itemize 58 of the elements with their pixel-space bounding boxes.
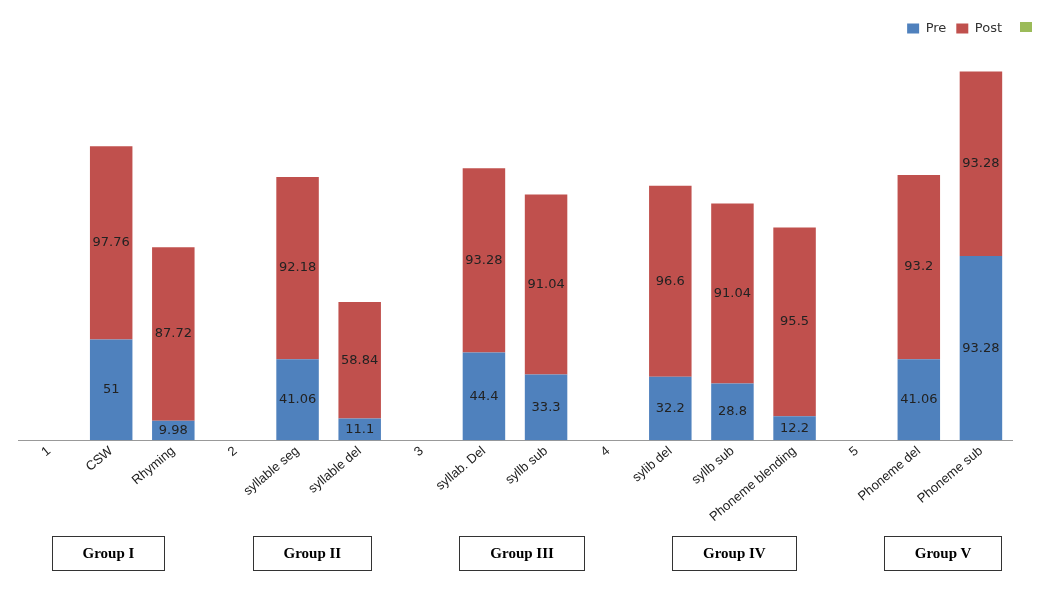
data-label: 9.98	[158, 421, 188, 437]
data-label: 93.28	[962, 155, 1000, 171]
data-label: 91.04	[527, 275, 565, 291]
bar	[649, 376, 692, 441]
bar	[897, 174, 941, 360]
text: Group IV	[672, 536, 797, 571]
x-tick-label: syllb sub	[501, 442, 551, 487]
data-label: 93.2	[904, 258, 934, 274]
data-label: 96.6	[655, 272, 685, 288]
bar	[338, 302, 381, 419]
text: Group V	[883, 536, 1003, 571]
data-label: 33.3	[531, 398, 561, 414]
text: Group I	[51, 536, 166, 571]
data-label: 41.06	[900, 391, 938, 407]
x-tick-label: 3	[410, 442, 427, 460]
bar	[897, 359, 941, 441]
bar	[711, 203, 754, 384]
data-label: 32.2	[655, 399, 685, 415]
bar	[462, 168, 506, 353]
bar	[773, 227, 816, 417]
bar	[89, 339, 133, 441]
data-label: 92.18	[278, 259, 317, 275]
data-label: 41.06	[278, 391, 317, 407]
data-label: 95.5	[780, 313, 810, 329]
x-tick-label: syllb sub	[688, 442, 737, 487]
bar	[524, 194, 568, 375]
bar	[338, 418, 381, 441]
bar	[649, 185, 692, 377]
data-label: 51	[102, 381, 120, 397]
data-label: 11.1	[345, 420, 375, 436]
data-label: 93.28	[465, 251, 503, 267]
bar	[276, 176, 319, 360]
data-label: 58.84	[341, 351, 379, 367]
bar	[711, 383, 754, 441]
legend-label: Post	[974, 19, 1002, 35]
text: Group II	[252, 536, 373, 571]
data-label: 12.2	[780, 419, 810, 435]
bar	[959, 71, 1003, 256]
legend-label: Pre	[925, 19, 947, 35]
data-label: 87.72	[154, 325, 192, 341]
text: Group III	[459, 536, 585, 571]
data-label: 28.8	[717, 403, 747, 419]
x-tick-label: 5	[845, 442, 861, 460]
x-tick-label: 2	[224, 442, 240, 460]
bar	[152, 247, 195, 421]
x-tick-label: 4	[597, 442, 613, 460]
data-label: 91.04	[713, 284, 752, 300]
bar	[524, 374, 568, 441]
bar	[959, 255, 1003, 441]
bar	[89, 146, 133, 340]
data-label: 93.28	[962, 339, 1000, 355]
x-tick-label: sylib del	[628, 442, 675, 485]
bar	[462, 352, 506, 441]
bar	[276, 359, 319, 441]
x-tick-label: 1	[38, 442, 54, 460]
data-label: 97.76	[92, 234, 130, 250]
data-label: 44.4	[469, 387, 499, 403]
bar	[773, 416, 816, 441]
